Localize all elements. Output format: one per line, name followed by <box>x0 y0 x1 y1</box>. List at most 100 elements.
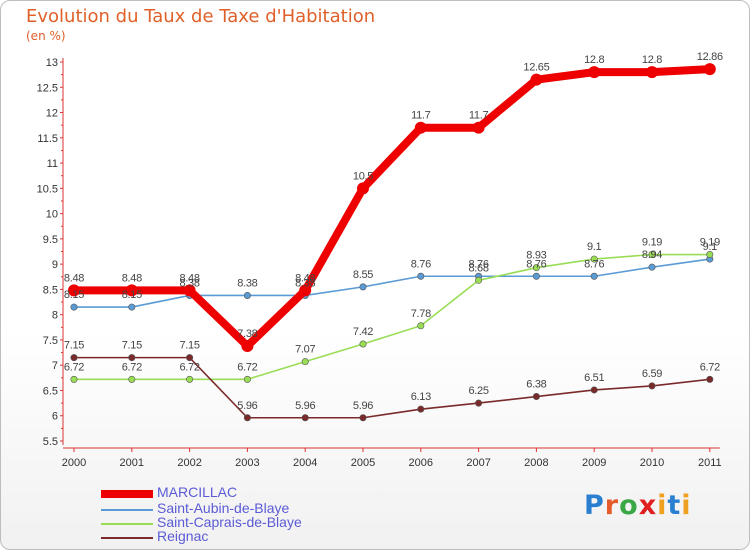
data-point <box>241 339 254 352</box>
logo-letter: x <box>638 490 658 521</box>
data-label: 5.96 <box>353 400 373 412</box>
data-point <box>243 291 251 299</box>
y-tick-label: 9.5 <box>43 234 58 246</box>
data-point <box>475 276 483 284</box>
y-tick-label: 11.5 <box>37 133 58 145</box>
data-label: 8.38 <box>179 277 199 289</box>
data-label: 11.7 <box>411 110 431 122</box>
data-label: 6.25 <box>468 385 488 397</box>
x-tick-label: 2005 <box>351 457 375 469</box>
y-tick-label: 7 <box>52 360 58 372</box>
data-label: 8.76 <box>411 258 431 270</box>
x-tick-label: 2001 <box>120 457 144 469</box>
data-label: 6.72 <box>700 361 720 373</box>
data-label: 8.76 <box>584 258 604 270</box>
data-label: 7.15 <box>64 340 84 352</box>
y-tick-label: 11 <box>47 158 58 170</box>
data-label: 8.15 <box>64 289 84 301</box>
legend-label: Saint-Caprais-de-Blaye <box>157 514 302 530</box>
proxiti-logo: Proxiti <box>584 490 692 521</box>
data-label: 12.8 <box>584 54 604 66</box>
data-label: 6.72 <box>237 361 257 373</box>
data-label: 5.96 <box>295 400 315 412</box>
data-label: 8.94 <box>642 249 662 261</box>
data-point <box>359 414 367 422</box>
data-point <box>186 375 194 383</box>
data-point <box>68 284 80 297</box>
data-label: 8.48 <box>295 272 315 284</box>
data-point <box>128 354 136 362</box>
data-point <box>646 66 658 79</box>
data-label: 8.48 <box>179 272 199 284</box>
data-label: 8.38 <box>295 277 315 289</box>
data-label: 7.15 <box>122 340 142 352</box>
chart-title: Evolution du Taux de Taxe d'Habitation <box>26 6 376 27</box>
data-point <box>357 182 369 195</box>
x-tick-label: 2002 <box>177 457 201 469</box>
x-tick-label: 2006 <box>409 457 433 469</box>
data-point <box>703 63 716 76</box>
data-point <box>648 263 656 271</box>
logo-letter: i <box>681 490 692 521</box>
logo-letter: r <box>604 490 620 521</box>
chart-subtitle: (en %) <box>26 29 66 43</box>
data-label: 12.8 <box>642 54 662 66</box>
x-tick-label: 2007 <box>466 457 490 469</box>
data-point <box>125 284 138 297</box>
series-line-reignac <box>73 356 711 419</box>
legend-swatch <box>101 523 153 525</box>
legend-label: Saint-Aubin-de-Blaye <box>157 500 290 516</box>
data-label: 8.15 <box>122 289 142 301</box>
data-point <box>417 272 425 280</box>
data-label: 11.7 <box>469 110 489 122</box>
legend-label: Reignac <box>157 528 209 544</box>
data-point <box>359 340 367 348</box>
legend-label: MARCILLAC <box>157 484 238 500</box>
y-tick-label: 10.5 <box>37 183 58 195</box>
data-point <box>243 375 251 383</box>
data-point <box>530 73 543 86</box>
data-point <box>417 322 425 330</box>
series-line-marcillac <box>70 65 714 350</box>
logo-letter: i <box>657 490 668 521</box>
data-point <box>590 272 598 280</box>
data-label: 7.38 <box>237 328 257 340</box>
data-point <box>472 121 485 134</box>
data-point <box>648 382 656 390</box>
data-label: 6.72 <box>179 361 199 373</box>
y-tick-label: 10 <box>46 209 58 221</box>
data-label: 6.51 <box>584 372 604 384</box>
logo-letter: P <box>584 490 605 521</box>
data-label: 9.19 <box>642 237 662 249</box>
y-tick-label: 12.5 <box>37 82 58 94</box>
data-point <box>706 251 714 259</box>
data-point <box>128 375 136 383</box>
data-point <box>648 251 656 259</box>
data-label: 12.86 <box>697 51 723 63</box>
x-tick-label: 2003 <box>235 457 259 469</box>
data-point <box>183 284 196 297</box>
data-label: 10.5 <box>353 170 373 182</box>
y-tick-label: 8.5 <box>43 284 58 296</box>
y-tick-label: 6.5 <box>43 385 58 397</box>
data-point <box>590 386 598 394</box>
data-point <box>588 66 601 79</box>
data-label: 8.93 <box>526 250 546 262</box>
data-label: 9.1 <box>587 241 602 253</box>
data-label: 9.19 <box>700 237 720 249</box>
data-point <box>414 121 427 134</box>
logo-letter: t <box>667 490 682 521</box>
data-label: 6.72 <box>64 361 84 373</box>
series-line-saint-caprais-de-blaye <box>73 253 711 381</box>
data-point <box>417 405 425 413</box>
x-tick-label: 2008 <box>524 457 548 469</box>
x-tick-label: 2011 <box>698 457 722 469</box>
y-tick-label: 8 <box>52 310 58 322</box>
data-label: 7.42 <box>353 326 373 338</box>
data-label: 8.55 <box>353 269 373 281</box>
data-label: 8.48 <box>64 272 84 284</box>
data-label: 8.68 <box>468 262 488 274</box>
y-tick-label: 7.5 <box>43 335 58 347</box>
